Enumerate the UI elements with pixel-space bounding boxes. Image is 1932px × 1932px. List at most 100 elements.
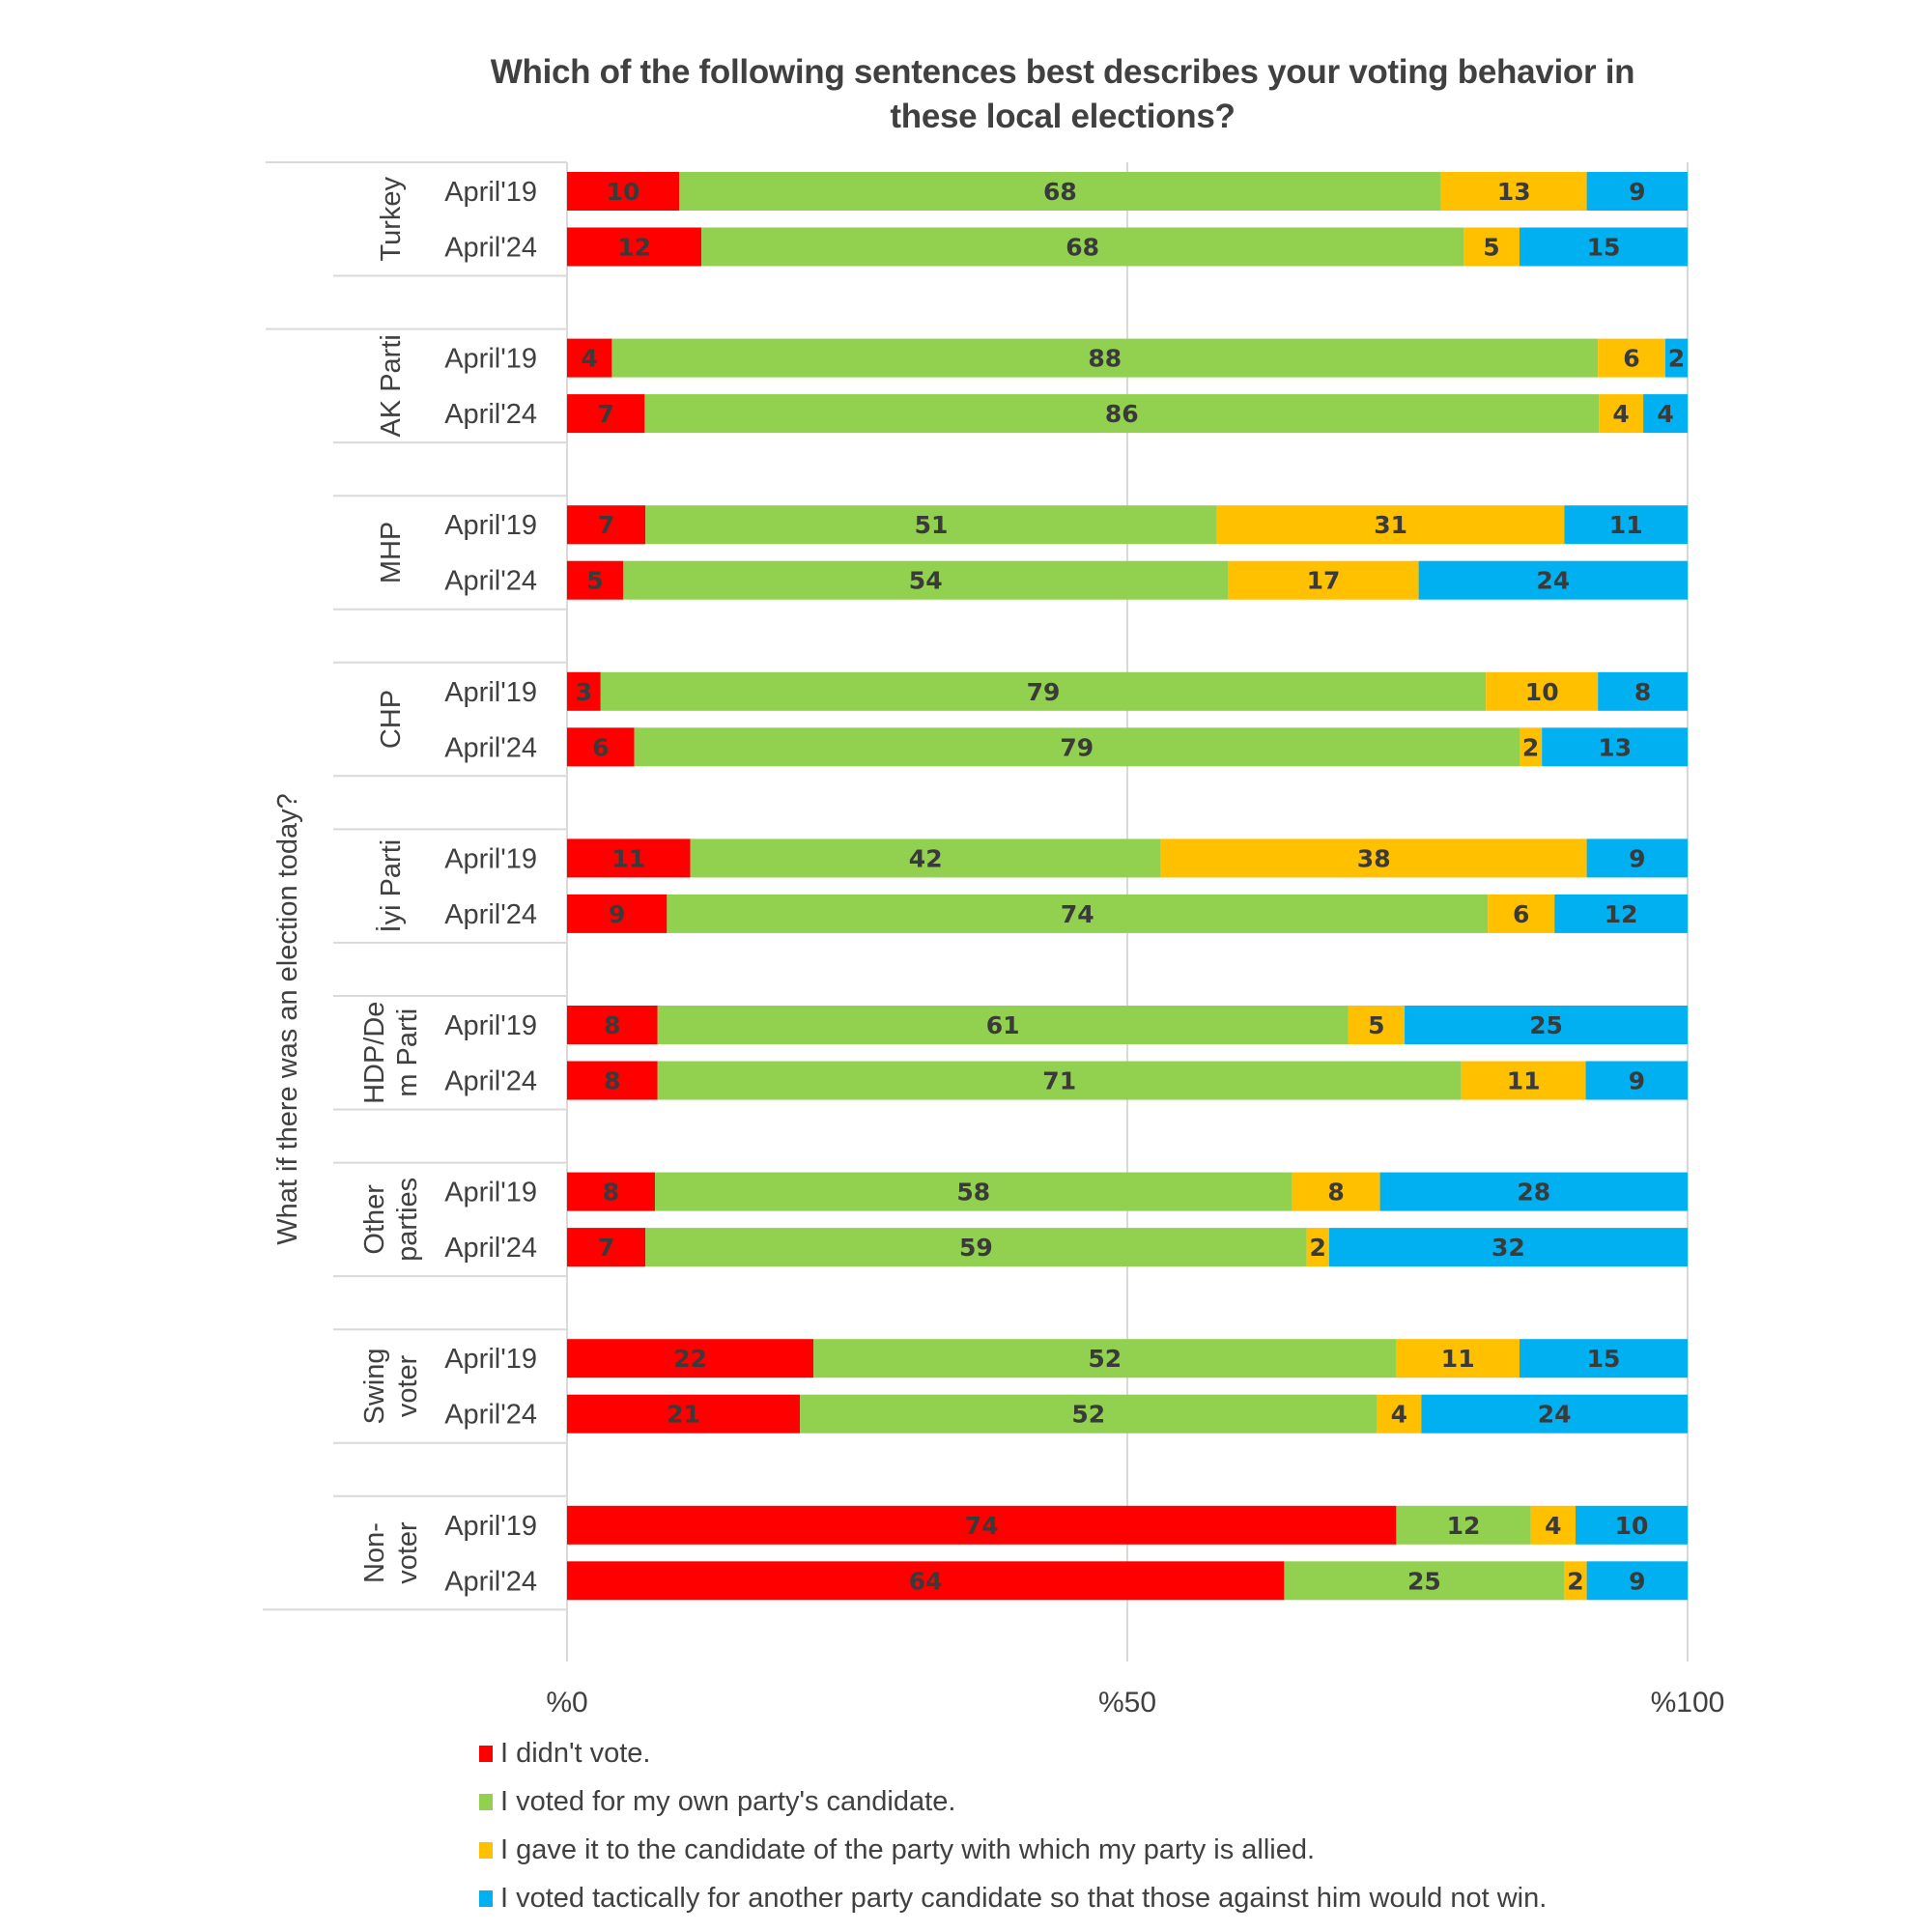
bar-segment <box>1396 1339 1520 1378</box>
bar-segment <box>667 894 1489 933</box>
legend-item-allied-party: I gave it to the candidate of the party … <box>479 1826 1547 1874</box>
bar-segment <box>1405 1006 1688 1044</box>
data-label: 8 <box>1634 678 1651 706</box>
group-label: voter <box>392 1354 423 1417</box>
x-tick-label: %0 <box>546 1687 587 1719</box>
bar-segment <box>634 727 1520 767</box>
bar-segment <box>567 1061 658 1100</box>
bar-segment <box>657 1061 1462 1100</box>
period-label: April'19 <box>444 177 537 208</box>
data-label: 8 <box>603 1179 619 1207</box>
legend-swatch-blue <box>479 1889 493 1907</box>
bar-segment <box>1586 1561 1688 1601</box>
period-label: April'19 <box>444 510 537 541</box>
data-label: 2 <box>1668 345 1685 373</box>
data-label: 51 <box>915 511 949 539</box>
bar-segment <box>813 1339 1397 1378</box>
data-label: 32 <box>1492 1234 1525 1262</box>
data-label: 28 <box>1517 1179 1550 1207</box>
data-label: 38 <box>1357 844 1391 872</box>
bar-segment <box>701 227 1463 267</box>
group-label: AK Parti <box>376 334 407 437</box>
bar-segment <box>1576 1505 1688 1545</box>
data-label: 17 <box>1307 567 1341 595</box>
data-label: 71 <box>1042 1067 1076 1095</box>
bar-segment <box>1463 227 1520 267</box>
bar-segment <box>567 1505 1397 1545</box>
data-label: 86 <box>1105 400 1139 428</box>
data-label: 9 <box>1629 844 1645 872</box>
bar-segment <box>645 1228 1307 1267</box>
bar-segment <box>567 671 601 711</box>
bar-segment <box>567 894 668 933</box>
bar-segment <box>1520 1339 1688 1378</box>
data-label: 61 <box>986 1011 1020 1039</box>
data-label: 25 <box>1529 1011 1563 1039</box>
bar-segment <box>1488 894 1555 933</box>
chart-title-line-1: Which of the following sentences best de… <box>490 53 1635 91</box>
bar-segment <box>1585 1061 1688 1100</box>
data-label: 88 <box>1088 345 1122 373</box>
data-label: 11 <box>1441 1345 1475 1373</box>
group-label: Non- <box>359 1522 390 1583</box>
data-label: 11 <box>611 844 645 872</box>
data-label: 24 <box>1536 567 1570 595</box>
data-label: 10 <box>1615 1512 1649 1540</box>
bar-segment <box>567 1172 655 1211</box>
data-label: 4 <box>1545 1512 1561 1540</box>
data-label: 4 <box>581 345 597 373</box>
data-label: 5 <box>1368 1011 1384 1039</box>
bar-segment <box>1306 1228 1329 1267</box>
legend: I didn't vote. I voted for my own party'… <box>479 1729 1547 1922</box>
bar-segment <box>567 727 635 767</box>
bar-segment <box>1292 1172 1380 1211</box>
data-label: 4 <box>1657 400 1673 428</box>
data-label: 9 <box>609 900 625 928</box>
bar-segment <box>1530 1505 1576 1545</box>
bar-segment <box>1440 172 1587 211</box>
chart-title: Which of the following sentences best de… <box>386 50 1739 139</box>
period-label: April'19 <box>444 344 537 375</box>
bar-segment <box>567 394 645 434</box>
data-label: 58 <box>956 1179 990 1207</box>
bar-segment <box>567 227 702 267</box>
bar-segment <box>1486 671 1599 711</box>
bar-segment <box>1586 172 1688 211</box>
data-label: 12 <box>1447 1512 1481 1540</box>
bar-segment <box>567 1228 646 1267</box>
bar-segment <box>679 172 1441 211</box>
data-label: 22 <box>673 1345 707 1373</box>
data-label: 68 <box>1065 234 1099 262</box>
data-label: 6 <box>1623 345 1639 373</box>
data-label: 4 <box>1612 400 1629 428</box>
period-label: April'24 <box>444 566 537 597</box>
data-label: 2 <box>1522 733 1539 761</box>
bar-segment <box>1377 1394 1422 1434</box>
bar-segment <box>1328 1228 1688 1267</box>
legend-swatch-red <box>479 1745 493 1762</box>
bar-segment <box>1599 394 1644 434</box>
legend-swatch-yellow <box>479 1841 493 1859</box>
bar-segment <box>1379 1172 1688 1211</box>
data-label: 10 <box>607 178 640 206</box>
group-label: Swing <box>359 1348 390 1424</box>
bar-segment <box>1216 505 1565 545</box>
data-label: 25 <box>1407 1567 1441 1595</box>
data-label: 7 <box>598 1234 614 1262</box>
group-label: MHP <box>376 522 407 583</box>
bar-segment <box>623 560 1229 600</box>
data-label: 8 <box>1327 1179 1344 1207</box>
bar-segment <box>645 505 1217 545</box>
legend-label: I voted for my own party's candidate. <box>500 1785 956 1817</box>
period-label: April'24 <box>444 1566 537 1597</box>
data-label: 3 <box>576 678 592 706</box>
period-label: April'24 <box>444 1233 537 1264</box>
data-label: 8 <box>604 1011 620 1039</box>
data-label: 5 <box>586 567 603 595</box>
group-label: HDP/De <box>359 1002 390 1104</box>
data-label: 74 <box>1061 900 1094 928</box>
data-label: 59 <box>959 1234 993 1262</box>
data-label: 10 <box>1525 678 1559 706</box>
group-label: Other <box>359 1184 390 1255</box>
data-label: 52 <box>1088 1345 1122 1373</box>
